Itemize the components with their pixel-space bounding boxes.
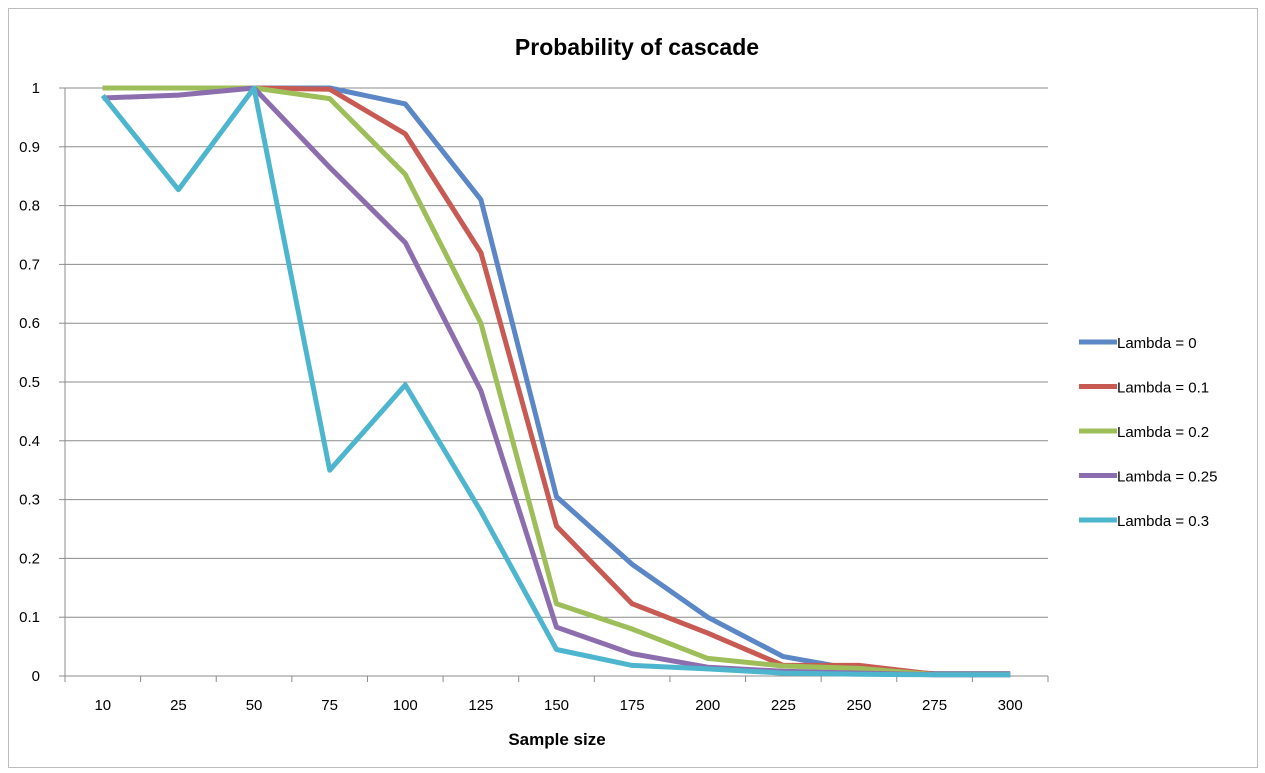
series-line-1: [102, 85, 1011, 677]
legend-label: Lambda = 0.3: [1117, 513, 1209, 530]
x-tick-label: 275: [922, 697, 947, 714]
series-line-4: [100, 85, 1011, 678]
y-tick-label: 0.3: [19, 492, 40, 509]
x-tick-label: 150: [544, 697, 569, 714]
x-tick-label: 10: [94, 697, 111, 714]
chart-title: Probability of cascade: [515, 34, 759, 60]
y-tick-label: 0.5: [19, 374, 40, 391]
legend-label: Lambda = 0: [1117, 335, 1197, 352]
y-tick-label: 0.6: [19, 315, 40, 332]
x-tick-label: 75: [321, 697, 338, 714]
x-tick-label: 100: [393, 697, 418, 714]
x-axis-title: Sample size: [508, 730, 605, 749]
y-tick-label: 0.9: [19, 139, 40, 156]
legend-label: Lambda = 0.1: [1117, 380, 1209, 397]
y-tick-label: 0.8: [19, 198, 40, 215]
legend-label: Lambda = 0.25: [1117, 469, 1218, 486]
series-line-3: [102, 85, 1011, 678]
x-tick-label: 25: [170, 697, 187, 714]
y-tick-label: 0.2: [19, 550, 40, 567]
series-line-2: [102, 85, 1011, 678]
y-tick-label: 0.7: [19, 256, 40, 273]
series-lines: [100, 85, 1011, 678]
x-tick-labels: 10 25 50 75 100 125 150 175 200 225 250 275 300: [94, 697, 1022, 714]
legend: Lambda = 0 Lambda = 0.1 Lambda = 0.2 Lambda…: [1079, 335, 1218, 530]
x-tick-label: 50: [246, 697, 263, 714]
x-tick-label: 125: [468, 697, 493, 714]
x-tick-label: 225: [771, 697, 796, 714]
x-tick-label: 300: [998, 697, 1023, 714]
series-line-0: [102, 85, 1011, 677]
legend-label: Lambda = 0.2: [1117, 424, 1209, 441]
x-tick-label: 200: [695, 697, 720, 714]
y-tick-label: 0: [32, 668, 40, 685]
y-tick-label: 0.4: [19, 433, 40, 450]
x-tick-label: 250: [846, 697, 871, 714]
y-tick-label: 1: [32, 80, 40, 97]
y-tick-label: 0.1: [19, 609, 40, 626]
y-tick-labels: 0 0.1 0.2 0.3 0.4 0.5 0.6 0.7 0.8 0.9 1: [19, 80, 40, 685]
x-tick-label: 175: [620, 697, 645, 714]
gridlines: [65, 87, 1048, 618]
